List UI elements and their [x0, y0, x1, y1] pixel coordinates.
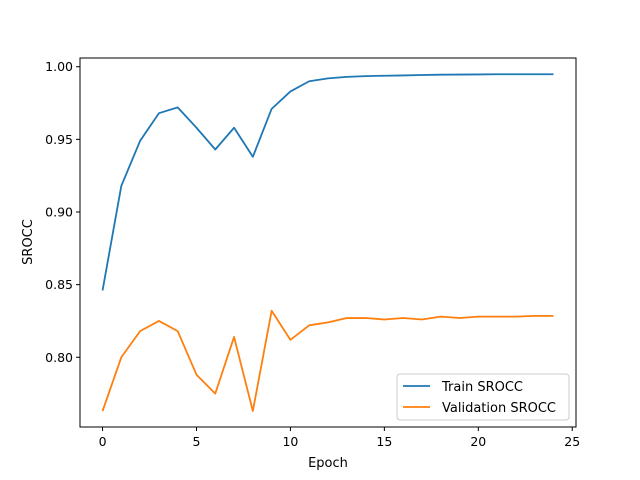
y-tick-label: 0.85: [45, 277, 73, 292]
legend-box: [396, 373, 570, 421]
legend-label-train: Train SROCC: [441, 380, 523, 395]
x-tick-label: 5: [193, 434, 201, 449]
x-tick-label: 20: [470, 434, 486, 449]
legend-label-validation: Validation SROCC: [442, 401, 556, 416]
x-tick-label: 0: [99, 434, 107, 449]
x-tick-label: 15: [376, 434, 392, 449]
y-axis-ticks: 0.80 0.85 0.90 0.95 1.00: [45, 59, 80, 365]
series-line-1: [101, 309, 554, 412]
plot-lines: [101, 73, 554, 412]
legend: Train SROCC Validation SROCC: [396, 373, 570, 421]
x-axis-label: Epoch: [308, 456, 348, 471]
x-tick-label: 25: [564, 434, 580, 449]
y-tick-label: 1.00: [45, 59, 73, 74]
y-tick-label: 0.80: [45, 350, 73, 365]
y-tick-label: 0.90: [45, 204, 73, 219]
y-tick-label: 0.95: [45, 132, 73, 147]
plot-frame: [79, 57, 577, 428]
series-line-0: [101, 73, 554, 291]
x-tick-label: 10: [282, 434, 298, 449]
y-axis-label: SROCC: [21, 219, 36, 265]
x-axis-ticks: 0 5 10 15 20 25: [99, 427, 580, 449]
